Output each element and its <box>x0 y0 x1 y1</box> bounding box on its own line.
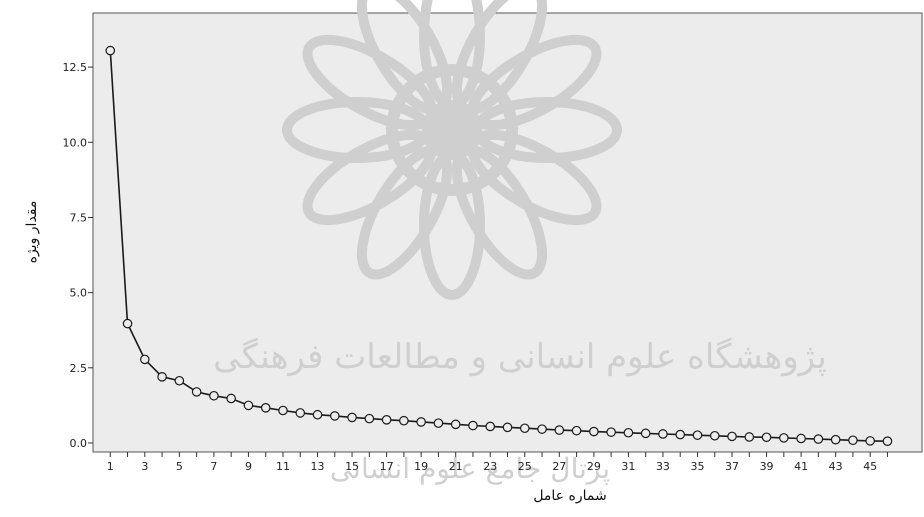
watermark-logo <box>282 0 622 300</box>
data-point <box>779 433 789 443</box>
y-tick-label: 12.5 <box>63 61 88 74</box>
x-tick-label: 25 <box>518 460 532 473</box>
data-point <box>606 427 616 437</box>
data-point <box>502 422 513 433</box>
x-tick-label: 33 <box>656 460 670 473</box>
x-tick-label: 11 <box>276 460 290 473</box>
data-point <box>226 393 236 404</box>
data-point <box>157 372 167 382</box>
x-tick-label: 31 <box>621 460 635 473</box>
data-point <box>312 409 323 420</box>
data-point <box>830 434 841 445</box>
x-tick-label: 29 <box>587 460 601 473</box>
y-tick-label: 2.5 <box>70 362 88 375</box>
data-point <box>640 428 651 439</box>
data-point <box>848 435 858 446</box>
y-tick-label: 5.0 <box>70 287 88 300</box>
data-point <box>554 425 565 435</box>
data-point <box>381 415 392 425</box>
data-point <box>865 436 875 446</box>
x-tick-label: 3 <box>141 460 148 473</box>
x-tick-label: 27 <box>552 460 566 473</box>
data-point <box>243 400 254 411</box>
data-point <box>329 411 340 421</box>
data-point <box>882 436 893 446</box>
x-tick-label: 9 <box>245 460 252 473</box>
series-line <box>109 50 888 442</box>
data-point <box>537 424 547 434</box>
watermark-text-1: پژوهشگاه علوم انسانی و مطالعات فرهنگی <box>213 337 827 377</box>
data-point <box>744 432 755 442</box>
y-tick-label: 7.5 <box>70 211 88 224</box>
y-tick-label: 0.0 <box>70 437 88 450</box>
y-tick-label: 10.0 <box>63 136 88 149</box>
data-point <box>278 405 288 416</box>
data-point <box>485 421 496 432</box>
watermark-ring <box>386 64 518 196</box>
data-point <box>519 423 530 434</box>
data-point <box>140 354 150 365</box>
data-point <box>260 402 271 413</box>
x-tick-label: 13 <box>311 460 325 473</box>
x-tick-label: 5 <box>176 460 183 473</box>
x-tick-label: 19 <box>414 460 428 473</box>
data-point <box>692 430 703 440</box>
data-point <box>813 434 824 444</box>
data-point <box>416 417 426 427</box>
data-point <box>295 408 306 418</box>
data-point <box>347 412 357 423</box>
data-point <box>122 318 133 329</box>
data-point <box>433 418 444 428</box>
x-tick-label: 35 <box>690 460 704 473</box>
x-tick-label: 23 <box>483 460 497 473</box>
data-point <box>675 429 686 440</box>
x-tick-label: 43 <box>829 460 843 473</box>
data-point <box>727 431 737 442</box>
data-point <box>589 426 599 437</box>
x-axis-title: شماره عامل <box>533 488 606 504</box>
x-tick-label: 1 <box>107 460 114 473</box>
data-point <box>399 415 409 426</box>
data-point <box>174 375 185 386</box>
data-point <box>761 432 772 443</box>
x-tick-label: 39 <box>760 460 774 473</box>
x-axis: 1 3 5 7 9 11 13 15 17 19 21 23 25 27 29 31 33 35 37 39 41 43 4… <box>107 452 888 473</box>
data-point <box>364 413 375 424</box>
data-point <box>105 45 116 56</box>
data-point <box>623 427 634 438</box>
series-eigenvalues <box>105 45 893 446</box>
data-point <box>658 429 668 439</box>
x-tick-label: 45 <box>863 460 877 473</box>
x-tick-label: 41 <box>794 460 808 473</box>
x-tick-label: 37 <box>725 460 739 473</box>
y-axis-title: مقدار ویژه <box>24 201 40 264</box>
data-point <box>796 433 806 444</box>
watermark-center <box>424 102 480 158</box>
x-tick-label: 21 <box>449 460 463 473</box>
x-tick-label: 17 <box>380 460 394 473</box>
data-point <box>709 430 720 441</box>
data-point <box>571 425 582 436</box>
data-point <box>191 387 202 397</box>
y-axis: 0.0 2.5 5.0 7.5 10.0 12.5 <box>63 61 93 450</box>
x-tick-label: 15 <box>345 460 359 473</box>
watermark-text-2: پرتال جامع علوم انسانی <box>330 452 610 485</box>
data-point <box>450 419 461 430</box>
data-point <box>468 420 478 431</box>
data-point <box>209 390 219 401</box>
x-tick-label: 7 <box>210 460 217 473</box>
